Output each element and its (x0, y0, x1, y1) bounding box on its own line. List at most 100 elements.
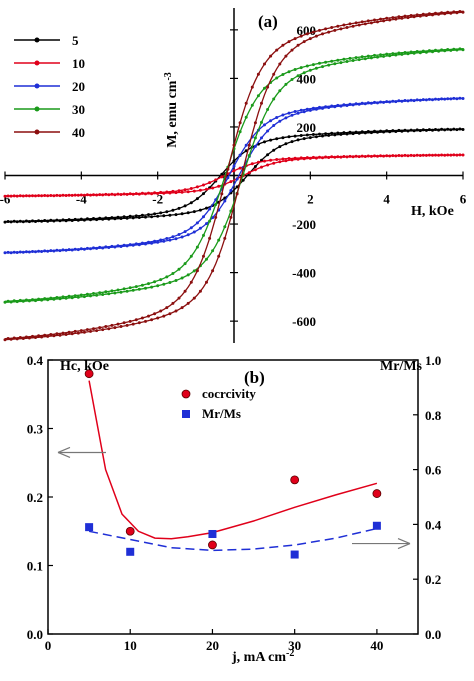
legend-mr-ms-label: Mr/Ms (202, 406, 241, 421)
series-10-point (455, 153, 459, 157)
series-40-point (95, 329, 99, 333)
series-20-point (67, 248, 71, 252)
series-20-point (9, 251, 13, 255)
series-40-point (330, 26, 334, 29)
series-40-point (46, 334, 50, 338)
panel-b-x-axis-title: j, mA cm-2 (231, 648, 294, 666)
series-40-point (247, 143, 251, 147)
series-20-point (324, 105, 328, 109)
series-40-point (342, 23, 346, 27)
series-20-point (46, 249, 50, 253)
point-cocrcivity (84, 369, 94, 379)
series-10-point (327, 156, 331, 159)
series-20-point (52, 249, 56, 253)
series-5-point (461, 128, 465, 131)
series-10-point (406, 154, 410, 158)
series-20-point (321, 106, 324, 110)
series-30-point (330, 59, 334, 63)
series-40-point (79, 329, 83, 333)
series-20-point (424, 98, 428, 102)
series-40-point (58, 333, 62, 337)
series-5-point (452, 127, 456, 131)
series-30-point (318, 61, 321, 65)
series-5-point (70, 219, 74, 222)
series-5-point (400, 129, 404, 133)
series-20-point (400, 99, 404, 103)
series-40-point (162, 314, 166, 318)
series-5-point (58, 219, 62, 223)
series-40-point (360, 20, 364, 24)
series-5-point (342, 131, 346, 135)
series-30-point (348, 56, 352, 60)
series-10-point (202, 183, 205, 187)
series-30-point (293, 68, 297, 71)
series-40-point (12, 336, 16, 340)
series-30-point (147, 282, 150, 286)
series-40-point (391, 16, 395, 20)
series-20-point (379, 100, 383, 104)
series-5-point (107, 217, 111, 221)
series-30-point (406, 52, 410, 56)
series-10-point (168, 191, 172, 195)
series-5-point (85, 217, 89, 221)
series-10-point (177, 189, 181, 193)
legend-30-marker (34, 106, 40, 112)
series-30-point (391, 52, 395, 56)
series-30-point (373, 53, 376, 57)
series-10-point (92, 193, 95, 197)
series-40-point (299, 34, 303, 38)
series-20-point (168, 238, 172, 242)
series-5-point (241, 178, 245, 182)
series-30-point (311, 63, 315, 67)
series-40-point (421, 12, 425, 16)
series-20-point (189, 226, 193, 230)
series-5-point (412, 129, 416, 133)
series-40-point (21, 337, 25, 340)
panel-b-x-ticks: 0 10 20 30 40 (45, 629, 383, 653)
series-10-point (385, 154, 389, 158)
point-cocrcivity (208, 540, 217, 550)
series-30-point (287, 70, 291, 74)
series-5-point (388, 130, 392, 134)
series-10-point (150, 192, 154, 196)
series-30-point (403, 51, 407, 54)
series-40-point (379, 17, 383, 21)
series-5-point (354, 130, 358, 134)
series-30-point (260, 120, 263, 124)
series-30-point (79, 293, 83, 297)
series-10-point (287, 157, 291, 160)
series-30-point (125, 289, 129, 293)
series-5-point (3, 220, 7, 224)
series-40-point (287, 40, 291, 44)
series-10-point (431, 153, 434, 157)
series-40-point (449, 11, 453, 15)
series-40-point (140, 316, 144, 320)
series-5-point (43, 219, 47, 222)
series-10-point (21, 194, 25, 198)
series-40-point (43, 333, 47, 337)
series-5-point (67, 218, 71, 222)
series-5-point (116, 215, 120, 219)
series-30-point (168, 281, 172, 284)
panel-b-axis-arrows (57, 446, 411, 550)
series-20-point (43, 249, 47, 253)
series-40-point (27, 336, 31, 340)
series-20-point (73, 247, 77, 251)
series-20-point (263, 123, 266, 127)
series-20-point (382, 100, 386, 104)
series-10-point (189, 187, 193, 190)
series-30-point (61, 295, 65, 299)
series-5-point (360, 130, 364, 134)
series-10-point (95, 193, 99, 197)
series-10-point (345, 155, 349, 159)
series-20-point (409, 98, 413, 102)
series-30-point (437, 49, 441, 53)
series-20-point (31, 250, 34, 253)
series-30-point (186, 273, 190, 277)
series-10-point (284, 159, 288, 163)
series-10-point (6, 194, 10, 198)
series-20-point (342, 103, 346, 107)
series-10-point (67, 193, 71, 197)
series-5-point (131, 216, 135, 220)
x-tick-label: -4 (76, 192, 87, 207)
